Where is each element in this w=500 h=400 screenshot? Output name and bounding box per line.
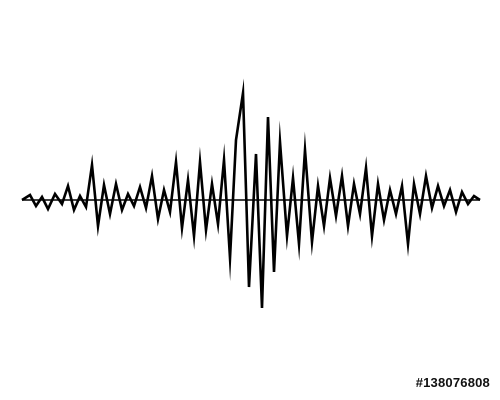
stock-id-label: #138076808 bbox=[415, 375, 490, 390]
waveform-line bbox=[21, 78, 481, 309]
